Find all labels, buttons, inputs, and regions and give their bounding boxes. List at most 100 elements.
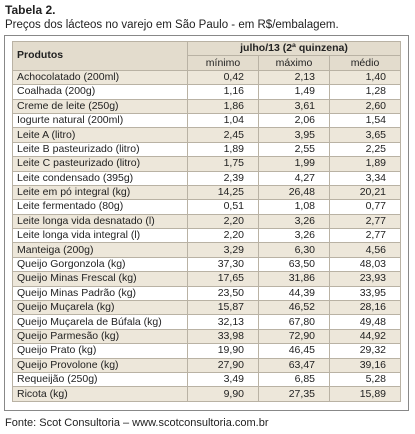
product-header: Produtos — [12, 41, 188, 71]
price-cell: 0,77 — [329, 199, 401, 215]
table-row: Leite C pasteurizado (litro) 1,75 1,99 1,89 — [12, 156, 401, 172]
price-cell: 1,86 — [187, 98, 259, 114]
product-name: Leite em pó integral (kg) — [12, 184, 188, 201]
price-cell: 44,92 — [329, 328, 401, 345]
table-row: Queijo Gorgonzola (kg) 37,30 63,50 48,03 — [12, 256, 401, 273]
price-cell: 14,25 — [187, 184, 259, 201]
price-cell: 20,21 — [329, 184, 401, 201]
price-cell: 1,40 — [329, 69, 401, 86]
product-name: Achocolatado (200ml) — [12, 69, 188, 86]
table-row: Leite fermentado (80g) 0,51 1,08 0,77 — [12, 199, 401, 215]
price-cell: 3,65 — [329, 127, 401, 143]
price-cell: 1,28 — [329, 84, 401, 100]
price-cell: 2,77 — [329, 228, 401, 244]
price-cell: 63,47 — [258, 357, 330, 373]
price-cell: 3,26 — [258, 228, 330, 244]
table-row: Leite longa vida integral (l) 2,20 3,26 2,7… — [12, 228, 401, 244]
price-cell: 3,95 — [258, 127, 330, 143]
table-row: Leite em pó integral (kg) 14,25 26,48 20,21 — [12, 184, 401, 201]
table-row: Coalhada (200g) 1,16 1,49 1,28 — [12, 84, 401, 100]
table-frame: Produtos julho/13 (2ª quinzena) mínimo má… — [4, 35, 409, 411]
period-header: julho/13 (2ª quinzena) — [187, 40, 401, 57]
product-name: Queijo Minas Padrão (kg) — [12, 285, 188, 302]
table-row: Manteiga (200g) 3,29 6,30 4,56 — [12, 242, 401, 258]
price-cell: 2,39 — [187, 170, 259, 186]
product-name: Manteiga (200g) — [12, 242, 188, 258]
price-cell: 0,42 — [187, 69, 259, 86]
price-cell: 17,65 — [187, 271, 259, 287]
product-name: Leite longa vida integral (l) — [12, 228, 188, 244]
price-cell: 31,86 — [258, 271, 330, 287]
price-cell: 1,99 — [258, 156, 330, 172]
price-cell: 48,03 — [329, 256, 401, 273]
price-cell: 2,13 — [258, 69, 330, 86]
price-cell: 2,20 — [187, 228, 259, 244]
product-name: Leite condensado (395g) — [12, 170, 188, 186]
product-name: Coalhada (200g) — [12, 84, 188, 100]
table-row: Ricota (kg) 9,90 27,35 15,89 — [12, 386, 401, 402]
price-cell: 1,04 — [187, 112, 259, 129]
price-cell: 1,54 — [329, 112, 401, 129]
product-name: Leite A (litro) — [12, 127, 188, 143]
product-name: Leite longa vida desnatado (l) — [12, 213, 188, 230]
table-row: Queijo Muçarela (kg) 15,87 46,52 28,16 — [12, 300, 401, 316]
table-row: Queijo Muçarela de Búfala (kg) 32,13 67,80… — [12, 314, 401, 330]
price-cell: 27,35 — [258, 386, 330, 402]
table-row: Creme de leite (250g) 1,86 3,61 2,60 — [12, 98, 401, 114]
price-cell: 4,27 — [258, 170, 330, 186]
price-cell: 46,45 — [258, 343, 330, 359]
price-cell: 3,49 — [187, 371, 259, 388]
table-row: Achocolatado (200ml) 0,42 2,13 1,40 — [12, 69, 401, 86]
price-cell: 72,90 — [258, 328, 330, 345]
price-cell: 15,89 — [329, 386, 401, 402]
product-name: Queijo Parmesão (kg) — [12, 328, 188, 345]
price-table: Produtos julho/13 (2ª quinzena) mínimo má… — [12, 40, 401, 402]
price-cell: 46,52 — [258, 300, 330, 316]
product-name: Queijo Prato (kg) — [12, 343, 188, 359]
price-cell: 1,16 — [187, 84, 259, 100]
price-cell: 39,16 — [329, 357, 401, 373]
column-header: mínimo — [187, 55, 259, 71]
product-name: Leite B pasteurizado (litro) — [12, 141, 188, 158]
table-row: Leite B pasteurizado (litro) 1,89 2,55 2,25 — [12, 141, 401, 158]
price-cell: 28,16 — [329, 300, 401, 316]
price-cell: 4,56 — [329, 242, 401, 258]
product-name: Queijo Minas Frescal (kg) — [12, 271, 188, 287]
product-name: Queijo Provolone (kg) — [12, 357, 188, 373]
price-cell: 2,55 — [258, 141, 330, 158]
price-cell: 33,95 — [329, 285, 401, 302]
product-name: Ricota (kg) — [12, 386, 188, 402]
product-name: Leite fermentado (80g) — [12, 199, 188, 215]
product-name: Leite C pasteurizado (litro) — [12, 156, 188, 172]
product-name: Queijo Gorgonzola (kg) — [12, 256, 188, 273]
price-cell: 49,48 — [329, 314, 401, 330]
product-name: Creme de leite (250g) — [12, 98, 188, 114]
title: Tabela 2. — [5, 3, 56, 17]
price-cell: 3,26 — [258, 213, 330, 230]
price-cell: 3,61 — [258, 98, 330, 114]
table-row: Leite A (litro) 2,45 3,95 3,65 — [12, 127, 401, 143]
price-cell: 1,89 — [187, 141, 259, 158]
price-cell: 2,60 — [329, 98, 401, 114]
price-cell: 23,50 — [187, 285, 259, 302]
product-name: Queijo Muçarela de Búfala (kg) — [12, 314, 188, 330]
price-cell: 1,89 — [329, 156, 401, 172]
price-cell: 67,80 — [258, 314, 330, 330]
price-cell: 5,28 — [329, 371, 401, 388]
price-cell: 44,39 — [258, 285, 330, 302]
product-name: Queijo Muçarela (kg) — [12, 300, 188, 316]
price-cell: 26,48 — [258, 184, 330, 201]
product-name: Iogurte natural (200ml) — [12, 112, 188, 129]
table-row: Queijo Prato (kg) 19,90 46,45 29,32 — [12, 343, 401, 359]
price-cell: 3,29 — [187, 242, 259, 258]
price-cell: 15,87 — [187, 300, 259, 316]
table-row: Queijo Parmesão (kg) 33,98 72,90 44,92 — [12, 328, 401, 345]
price-cell: 27,90 — [187, 357, 259, 373]
table-row: Queijo Minas Padrão (kg) 23,50 44,39 33,95 — [12, 285, 401, 302]
price-cell: 2,06 — [258, 112, 330, 129]
price-cell: 37,30 — [187, 256, 259, 273]
table-row: Queijo Minas Frescal (kg) 17,65 31,86 23,93 — [12, 271, 401, 287]
price-cell: 1,49 — [258, 84, 330, 100]
price-cell: 2,45 — [187, 127, 259, 143]
